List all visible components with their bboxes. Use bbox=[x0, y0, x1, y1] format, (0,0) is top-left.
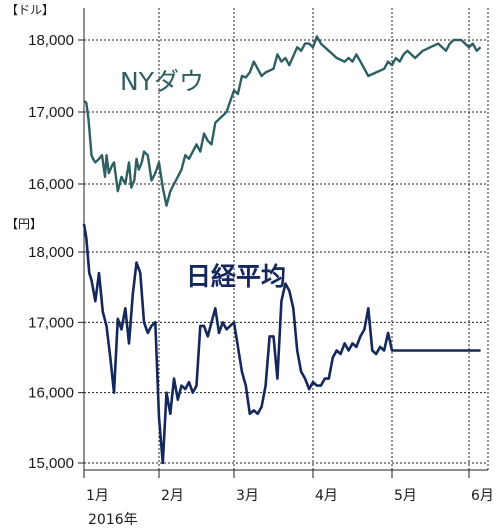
nikkei-title: 日経平均 bbox=[186, 262, 286, 291]
nydow-title: NYダウ bbox=[120, 67, 204, 96]
month-label: 4月 bbox=[315, 488, 338, 504]
nydow-series-line bbox=[83, 35, 482, 207]
y-tick-label: 16,000 bbox=[28, 385, 74, 402]
year-label: 2016年 bbox=[88, 512, 138, 528]
x-axis: 2016年 1月 2月 3月 4月 5月 6月 bbox=[83, 469, 494, 528]
y-tick-label: 18,000 bbox=[28, 32, 74, 49]
nikkei-series-line bbox=[82, 223, 481, 465]
month-label: 1月 bbox=[86, 488, 109, 504]
month-label: 2月 bbox=[161, 488, 184, 504]
month-label: 5月 bbox=[394, 488, 417, 504]
y-tick-label: 18,000 bbox=[28, 244, 74, 261]
y-tick-label: 15,000 bbox=[28, 455, 74, 472]
y-tick-label: 17,000 bbox=[28, 104, 74, 121]
month-label: 6月 bbox=[471, 488, 494, 504]
nikkei-chart: 【円】 日経平均 15,000 16,000 17,000 18,000 bbox=[6, 217, 481, 472]
nydow-chart: 【ドル】 NYダウ 16,000 17,000 18,000 bbox=[6, 3, 482, 228]
y-tick-label: 17,000 bbox=[28, 314, 74, 331]
month-label: 3月 bbox=[236, 488, 259, 504]
nikkei-unit-label: 【円】 bbox=[6, 217, 42, 231]
nydow-unit-label: 【ドル】 bbox=[6, 3, 54, 17]
y-tick-label: 16,000 bbox=[28, 176, 74, 193]
